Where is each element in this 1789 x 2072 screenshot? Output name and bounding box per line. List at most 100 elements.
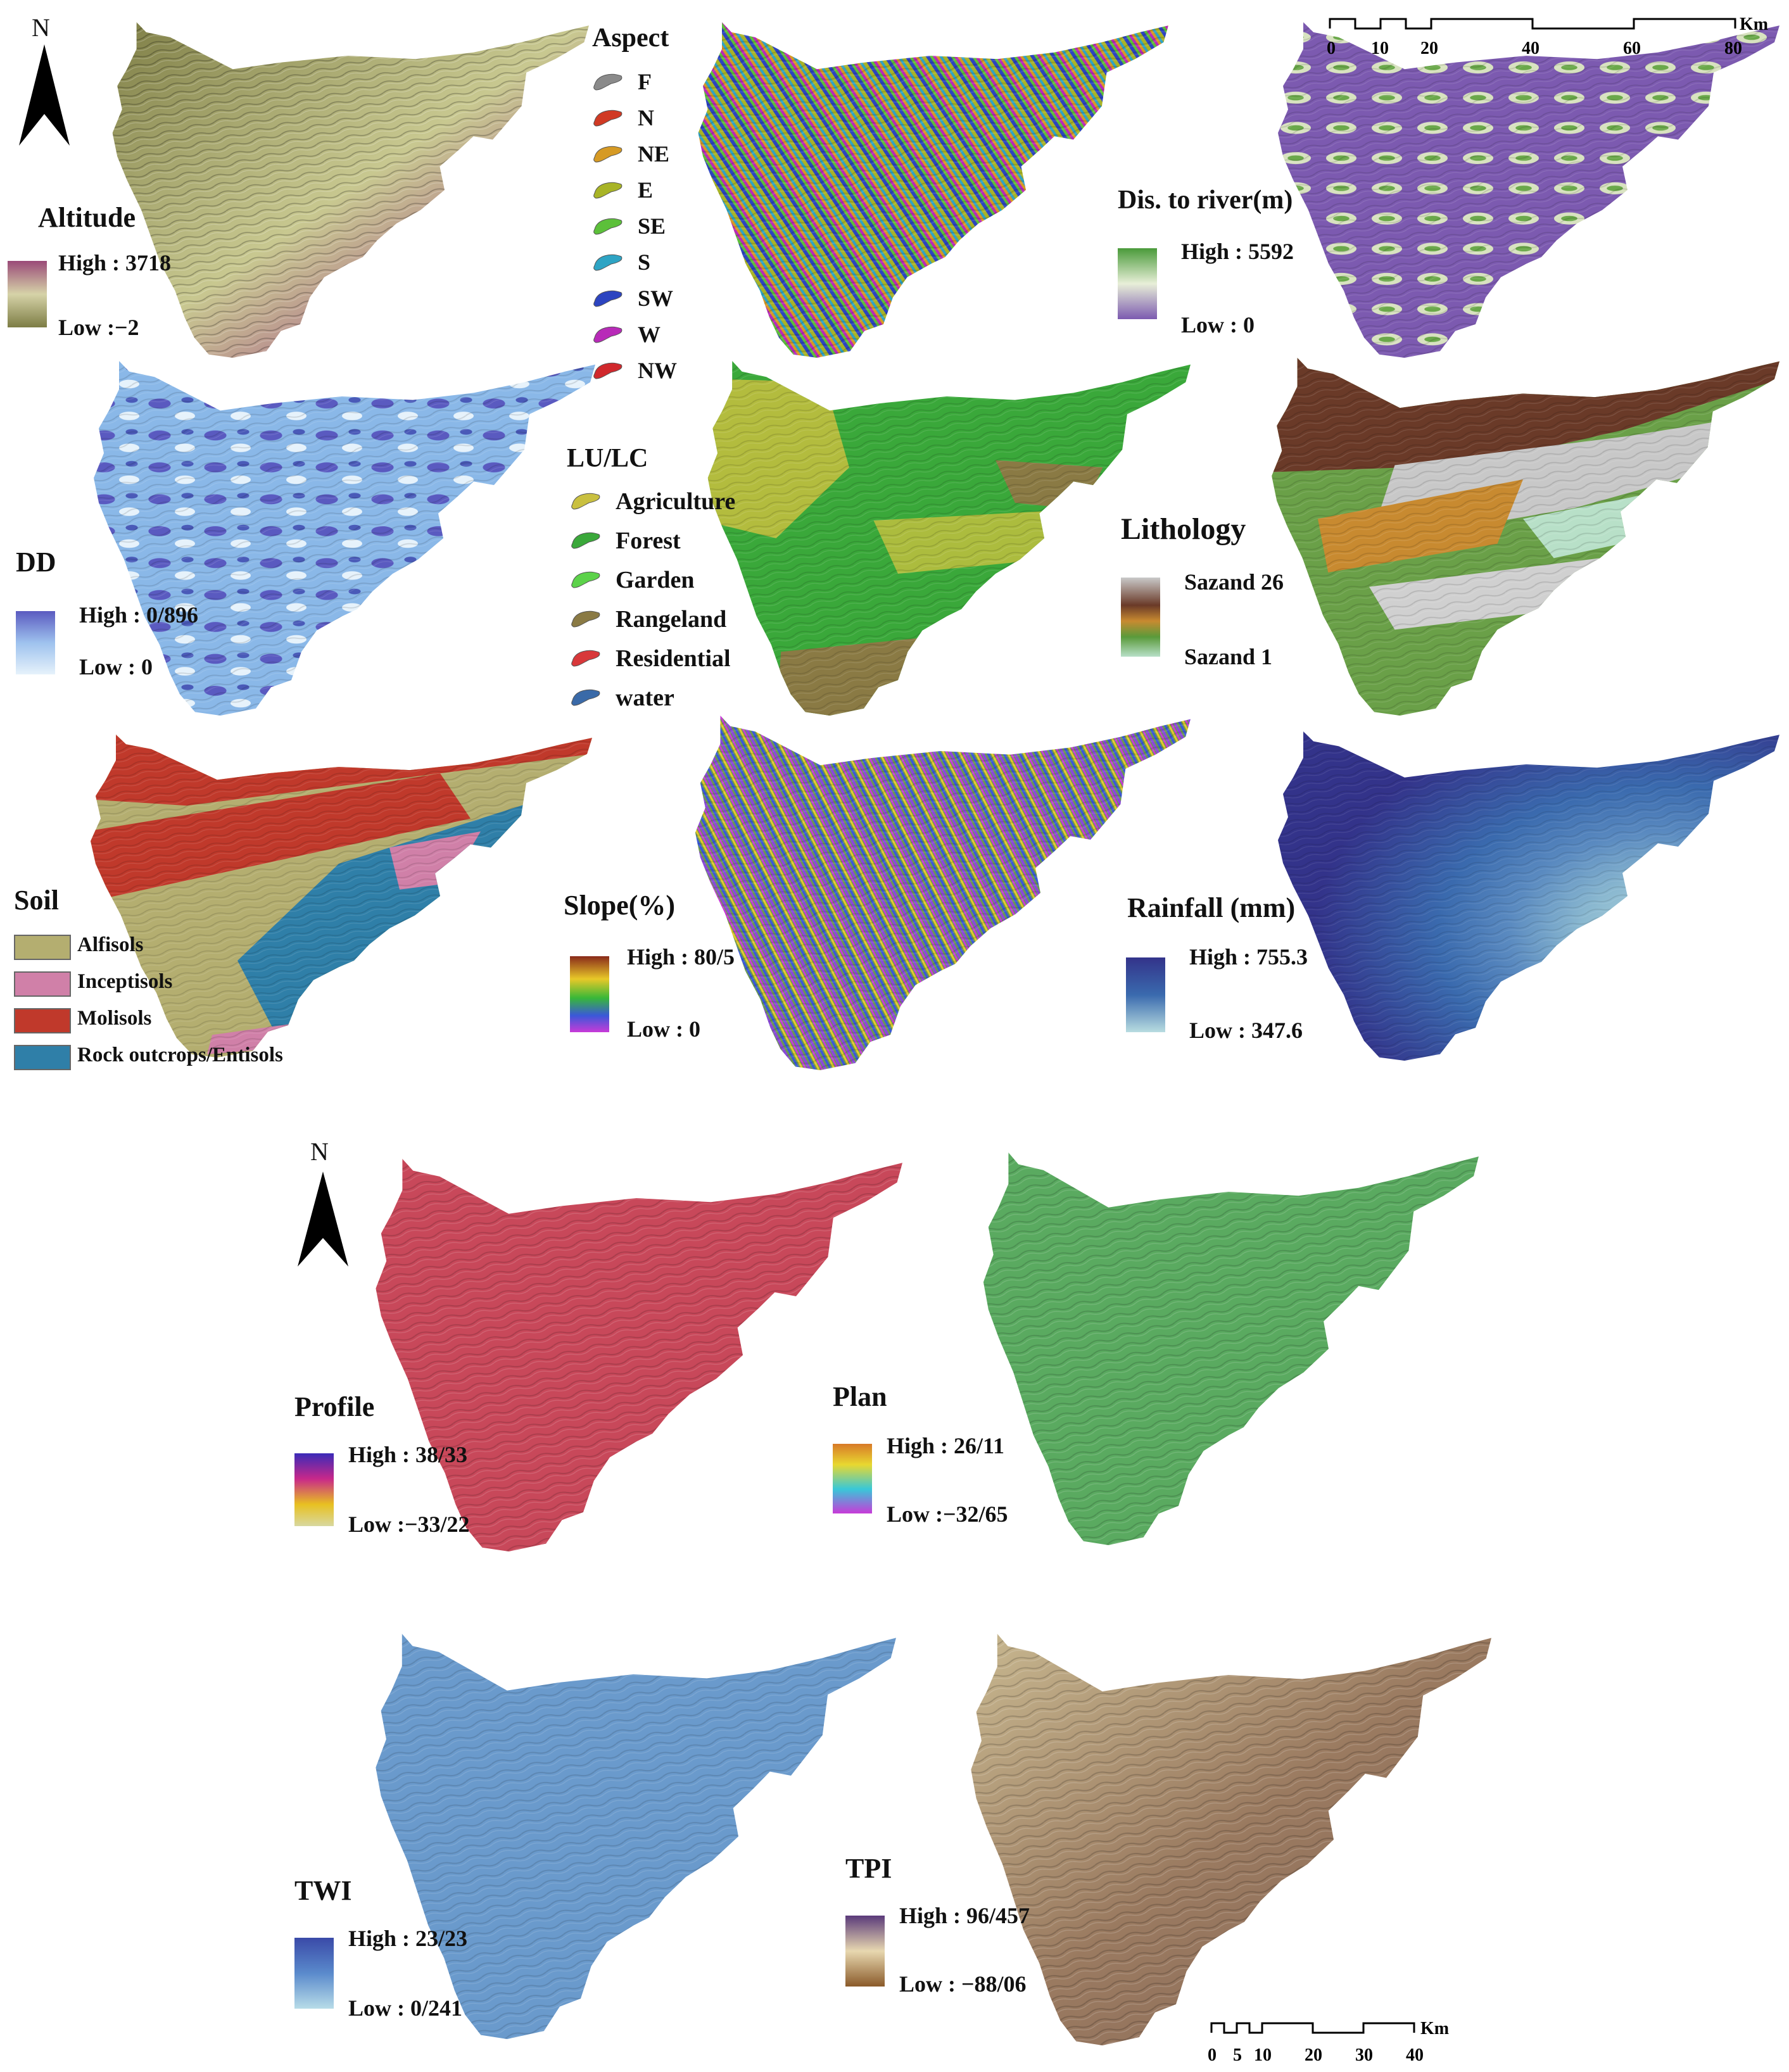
profile-map: [376, 1159, 902, 1551]
twi-title: TWI: [294, 1875, 352, 1906]
altitude-ramp: [8, 261, 47, 327]
plan-low: Low :−32/65: [887, 1501, 1008, 1527]
north-arrow: N: [13, 13, 76, 146]
dd-low: Low : 0: [79, 654, 153, 679]
scale-bottom-tick: 5: [1233, 2045, 1242, 2065]
aspect-swatch-icon: [593, 146, 623, 163]
soil-swatch: [14, 935, 71, 960]
lulc-legend-label: Garden: [616, 567, 695, 593]
rainfall-ramp: [1126, 957, 1165, 1032]
twi-low: Low : 0/241: [348, 1995, 462, 2021]
lulc-swatch-icon: [571, 610, 600, 628]
soil-legend-label: Rock outcrops/Entisols: [77, 1044, 283, 1066]
plan-map: [983, 1153, 1479, 1545]
scale-bottom-tick: 30: [1355, 2045, 1373, 2065]
aspect-swatch-icon: [593, 290, 623, 307]
lulc-title: LU/LC: [567, 444, 648, 473]
aspect-swatch-icon: [593, 254, 623, 271]
aspect-swatch-icon: [593, 326, 623, 343]
lulc-swatch-icon: [571, 689, 600, 706]
aspect-legend-label: N: [638, 105, 654, 130]
aspect-legend-label: SE: [638, 213, 666, 239]
altitude-title: Altitude: [38, 202, 136, 233]
profile-ramp: [294, 1453, 334, 1526]
lithology-low: Sazand 1: [1184, 644, 1273, 669]
dd-map: [94, 361, 595, 716]
altitude-high: High : 3718: [58, 250, 172, 275]
dist-river-low: Low : 0: [1181, 312, 1255, 338]
twi-map: [376, 1634, 896, 2039]
tpi-map: [971, 1634, 1491, 2045]
soil-legend-label: Inceptisols: [77, 970, 173, 993]
lulc-swatch-icon: [571, 532, 600, 549]
aspect-swatch-icon: [593, 218, 623, 235]
lulc-swatch-icon: [571, 650, 600, 667]
lulc-legend-label: Rangeland: [616, 606, 727, 633]
lulc-map: [707, 361, 1191, 716]
scale-top-tick: 60: [1623, 39, 1641, 58]
tpi-high: High : 96/457: [899, 1903, 1030, 1928]
slope-ramp: [570, 956, 609, 1032]
lulc-legend-label: water: [616, 685, 674, 711]
lulc-legend-label: Residential: [616, 645, 731, 672]
soil-map: [91, 735, 592, 1058]
soil-swatch: [14, 971, 71, 997]
aspect-swatch-icon: [593, 182, 623, 199]
scale-bottom-unit: Km: [1420, 2019, 1449, 2038]
aspect-swatch-icon: [593, 362, 623, 379]
lithology-map: [1272, 358, 1780, 716]
aspect-legend-label: E: [638, 177, 654, 203]
soil-swatch: [14, 1008, 71, 1033]
lulc-legend-label: Forest: [616, 527, 681, 554]
soil-title: Soil: [14, 885, 59, 916]
scale-top-tick: 80: [1724, 39, 1742, 58]
dd-title: DD: [16, 546, 56, 578]
lithology-ramp: [1121, 578, 1160, 657]
tpi-low: Low : −88/06: [899, 1971, 1027, 1997]
altitude-map: [112, 22, 589, 358]
dist-river-title: Dis. to river(m): [1118, 186, 1293, 215]
tpi-ramp: [845, 1916, 885, 1987]
north-label-bottom: N: [310, 1137, 329, 1166]
aspect-legend-label: SW: [638, 286, 674, 311]
scale-bottom-tick: 0: [1208, 2045, 1217, 2065]
dist-river-ramp: [1118, 248, 1157, 319]
scale-bar-top: 0 10 20 40 60 80 Km: [1327, 15, 1768, 58]
aspect-legend-label: NE: [638, 141, 670, 167]
slope-high: High : 80/5: [627, 944, 735, 970]
scale-top-tick: 20: [1420, 39, 1438, 58]
lithology-title: Lithology: [1121, 512, 1246, 546]
aspect-title: Aspect: [592, 23, 669, 53]
north-arrow-bottom: N: [291, 1137, 355, 1270]
slope-title: Slope(%): [564, 890, 675, 921]
dist-river-high: High : 5592: [1181, 239, 1294, 264]
scale-top-tick: 0: [1327, 39, 1336, 58]
lulc-swatch-icon: [571, 493, 600, 510]
scale-bottom-tick: 20: [1305, 2045, 1322, 2065]
scale-top-tick: 10: [1371, 39, 1389, 58]
lulc-legend-label: Agriculture: [616, 488, 736, 515]
scale-top-tick: 40: [1522, 39, 1539, 58]
profile-high: High : 38/33: [348, 1442, 468, 1467]
twi-high: High : 23/23: [348, 1926, 468, 1951]
soil-swatch: [14, 1045, 71, 1070]
lulc-swatch-icon: [571, 571, 600, 588]
aspect-legend-label: NW: [638, 358, 677, 383]
plan-high: High : 26/11: [887, 1433, 1005, 1458]
scale-top-unit: Km: [1740, 15, 1768, 34]
north-arrow-icon: [19, 44, 70, 146]
scale-bottom-tick: 10: [1254, 2045, 1272, 2065]
profile-title: Profile: [294, 1391, 375, 1422]
slope-low: Low : 0: [627, 1016, 700, 1042]
aspect-legend-label: S: [638, 250, 651, 275]
aspect-map: [698, 22, 1168, 358]
aspect-swatch-icon: [593, 73, 623, 91]
rainfall-high: High : 755.3: [1189, 944, 1308, 970]
altitude-low: Low :−2: [58, 315, 139, 340]
plan-title: Plan: [833, 1381, 887, 1412]
tpi-title: TPI: [845, 1853, 892, 1884]
north-arrow-bottom-icon: [298, 1172, 348, 1267]
rainfall-title: Rainfall (mm): [1127, 892, 1296, 923]
dd-high: High : 0/896: [79, 602, 199, 628]
twi-ramp: [294, 1938, 334, 2009]
